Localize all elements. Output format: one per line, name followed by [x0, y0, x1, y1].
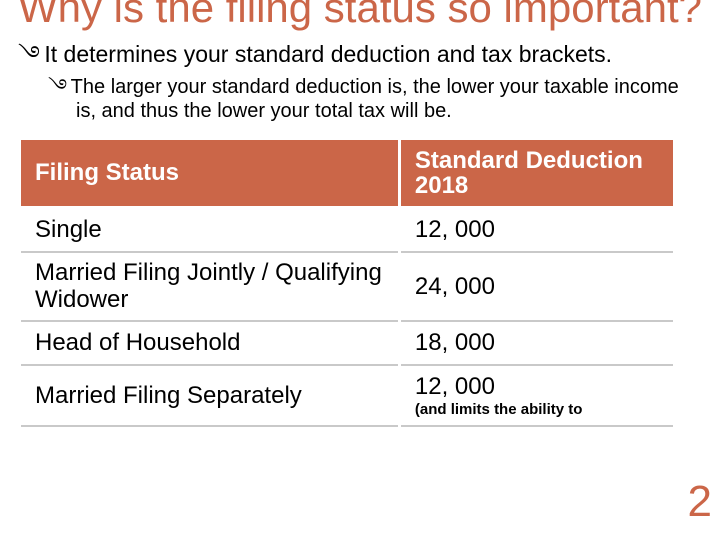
cell-deduction-value: 12, 000: [415, 373, 495, 400]
bullet-1-text: It determines your standard deduction an…: [44, 41, 612, 67]
cell-status: Married Filing Jointly / Qualifying Wido…: [20, 252, 400, 321]
bullet-level-1: ࿓ It determines your standard deduction …: [18, 40, 702, 69]
cell-deduction: 24, 000: [399, 252, 674, 321]
table-header-standard-deduction: Standard Deduction 2018: [399, 139, 674, 208]
deduction-table: Filing Status Standard Deduction 2018 Si…: [18, 137, 676, 427]
cell-deduction-footnote: (and limits the ability to: [415, 401, 659, 418]
table-row: Single 12, 000: [20, 208, 675, 253]
table-header-filing-status: Filing Status: [20, 139, 400, 208]
bullet-level-2: ࿓ The larger your standard deduction is,…: [18, 75, 702, 123]
bullet-icon: ࿓: [48, 76, 65, 98]
slide: Why is the filing status so important? ࿓…: [0, 0, 720, 525]
cell-deduction: 12, 000: [399, 208, 674, 253]
bullet-2-text: The larger your standard deduction is, t…: [71, 76, 679, 122]
table-row: Married Filing Jointly / Qualifying Wido…: [20, 252, 675, 321]
cell-deduction: 12, 000 (and limits the ability to: [399, 365, 674, 426]
table-row: Married Filing Separately 12, 000 (and l…: [20, 365, 675, 426]
cell-status: Married Filing Separately: [20, 365, 400, 426]
cell-status: Head of Household: [20, 321, 400, 365]
cell-deduction: 18, 000: [399, 321, 674, 365]
slide-title: Why is the filing status so important?: [18, 0, 702, 30]
page-number: 2: [688, 477, 712, 527]
table-header-row: Filing Status Standard Deduction 2018: [20, 139, 675, 208]
table-row: Head of Household 18, 000: [20, 321, 675, 365]
bullet-icon: ࿓: [18, 41, 38, 67]
cell-status: Single: [20, 208, 400, 253]
